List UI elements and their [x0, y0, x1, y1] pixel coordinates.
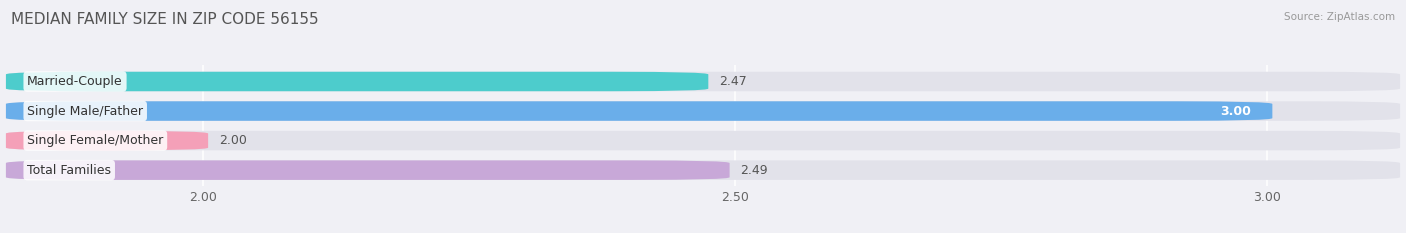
FancyBboxPatch shape [6, 101, 1272, 121]
Text: MEDIAN FAMILY SIZE IN ZIP CODE 56155: MEDIAN FAMILY SIZE IN ZIP CODE 56155 [11, 12, 319, 27]
Text: Total Families: Total Families [27, 164, 111, 177]
FancyBboxPatch shape [6, 131, 1400, 150]
Text: Married-Couple: Married-Couple [27, 75, 122, 88]
FancyBboxPatch shape [6, 160, 1400, 180]
Text: 3.00: 3.00 [1220, 105, 1251, 117]
Text: 2.49: 2.49 [740, 164, 768, 177]
FancyBboxPatch shape [6, 131, 208, 150]
FancyBboxPatch shape [6, 160, 730, 180]
Text: Source: ZipAtlas.com: Source: ZipAtlas.com [1284, 12, 1395, 22]
Text: Single Male/Father: Single Male/Father [27, 105, 143, 117]
FancyBboxPatch shape [6, 72, 709, 91]
Text: 2.47: 2.47 [718, 75, 747, 88]
Text: 2.00: 2.00 [219, 134, 246, 147]
FancyBboxPatch shape [6, 101, 1400, 121]
Text: Single Female/Mother: Single Female/Mother [27, 134, 163, 147]
FancyBboxPatch shape [6, 72, 1400, 91]
